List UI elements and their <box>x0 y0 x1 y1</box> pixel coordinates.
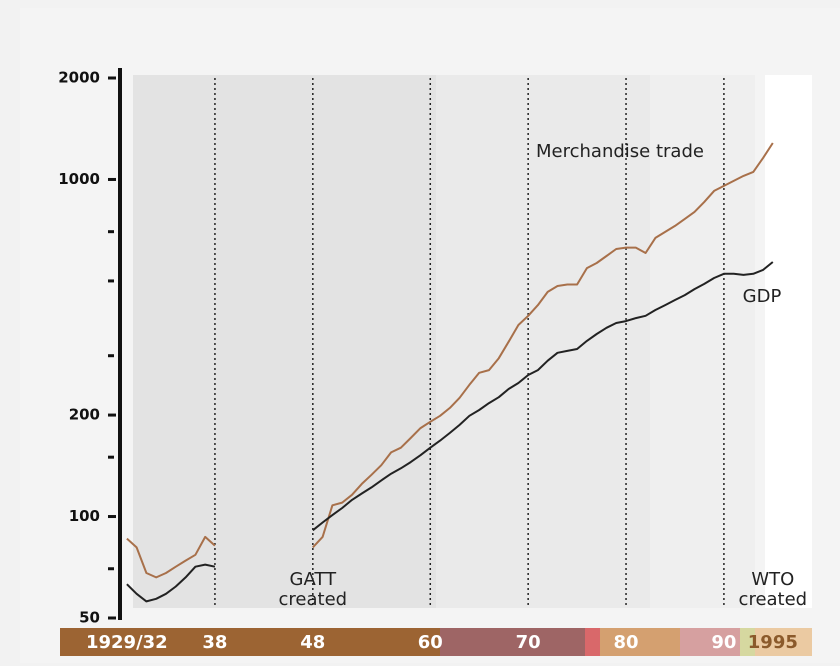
annotation: WTO <box>751 569 794 590</box>
era-segment <box>440 628 585 656</box>
x-tick-label: 90 <box>711 632 736 653</box>
era-shade <box>650 75 755 608</box>
era-segment <box>755 628 812 656</box>
series-line <box>126 142 774 579</box>
series-label: Merchandise trade <box>536 141 704 162</box>
x-tick-label: 1929/32 <box>86 632 168 653</box>
era-shade <box>765 75 812 608</box>
x-tick-label: 48 <box>300 632 325 653</box>
y-tick-label: 200 <box>69 406 100 424</box>
x-tick-label: 80 <box>613 632 638 653</box>
era-segment <box>680 628 740 656</box>
y-tick-label: 50 <box>79 609 100 627</box>
y-tick-label: 2000 <box>58 69 100 87</box>
x-tick-label: 70 <box>516 632 541 653</box>
era-bar <box>60 628 812 656</box>
era-shade <box>133 75 436 608</box>
series-label: GDP <box>743 286 782 307</box>
x-tick-label: 60 <box>418 632 443 653</box>
x-tick-label: 38 <box>202 632 227 653</box>
y-tick-label: 1000 <box>58 170 100 188</box>
era-segment <box>600 628 680 656</box>
era-shade <box>436 75 650 608</box>
annotation: created <box>739 589 808 610</box>
era-segment <box>740 628 755 656</box>
annotation: GATT <box>290 569 338 590</box>
era-segment <box>60 628 440 656</box>
x-tick-label: 1995 <box>748 632 798 653</box>
era-segment <box>585 628 600 656</box>
series-line <box>126 261 774 603</box>
y-tick-label: 100 <box>69 507 100 525</box>
annotation: created <box>279 589 348 610</box>
